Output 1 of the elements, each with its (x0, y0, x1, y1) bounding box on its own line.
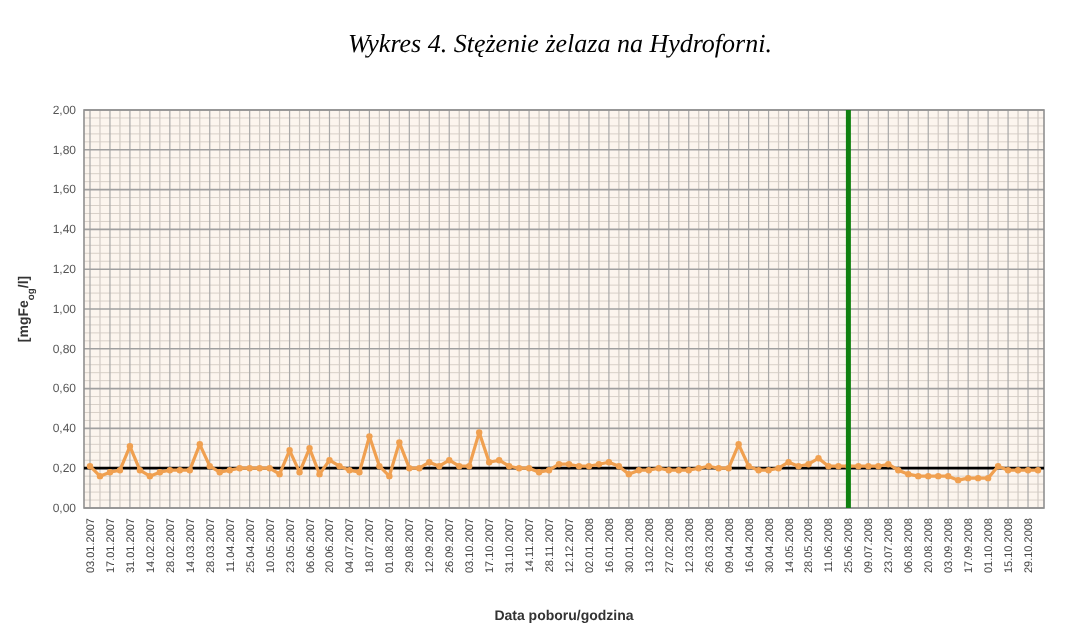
chart-title: Wykres 4. Stężenie żelaza na Hydroforni. (348, 28, 772, 58)
